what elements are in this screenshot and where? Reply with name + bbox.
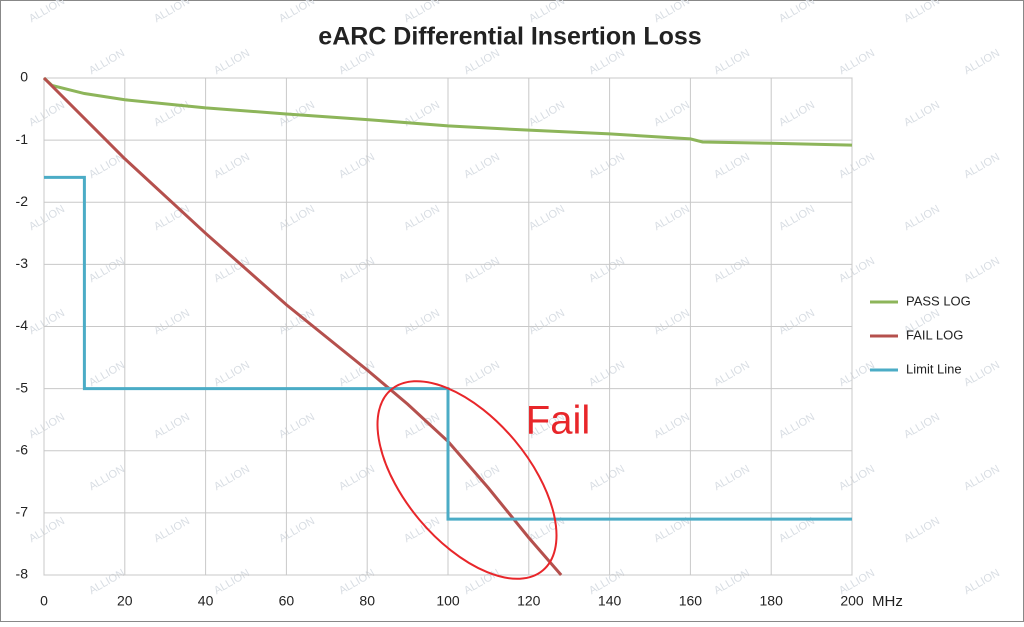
series-line xyxy=(42,76,563,576)
x-tick-label: 140 xyxy=(598,593,622,609)
x-tick-label: 200 xyxy=(840,593,864,609)
x-tick-label: 100 xyxy=(436,593,460,609)
fail-ellipse xyxy=(376,380,558,580)
x-tick-label: 80 xyxy=(359,593,375,609)
y-tick-label: -5 xyxy=(16,379,29,395)
legend-label: FAIL LOG xyxy=(906,327,963,342)
series-line xyxy=(44,175,852,521)
x-tick-label: 20 xyxy=(117,593,133,609)
legend-label: PASS LOG xyxy=(906,293,971,308)
plot: 0 -1 -2 -3 -4 -5 -6 -7 -8 0 20 40 60 80 100 120 140 160 18… xyxy=(16,69,971,609)
x-tick-label: 120 xyxy=(517,593,541,609)
y-tick-label: 0 xyxy=(20,69,28,85)
y-tick-label: -2 xyxy=(16,193,29,209)
y-tick-label: -7 xyxy=(16,504,29,520)
x-tick-label: 40 xyxy=(198,593,214,609)
x-axis-label: MHz xyxy=(872,593,903,610)
legend-label: Limit Line xyxy=(906,361,962,376)
y-tick-label: -3 xyxy=(16,255,29,271)
y-tick-label: -1 xyxy=(16,131,29,147)
x-tick-label: 160 xyxy=(679,593,703,609)
y-tick-label: -4 xyxy=(16,317,29,333)
series-line xyxy=(42,76,853,147)
x-tick-label: 60 xyxy=(279,593,295,609)
y-tick-label: -6 xyxy=(16,441,29,457)
x-tick-label: 180 xyxy=(760,593,784,609)
y-tick-label: -8 xyxy=(16,566,29,582)
x-tick-label: 0 xyxy=(40,593,48,609)
annotation: Fail xyxy=(526,399,590,443)
chart-title: eARC Differential Insertion Loss xyxy=(318,23,701,51)
